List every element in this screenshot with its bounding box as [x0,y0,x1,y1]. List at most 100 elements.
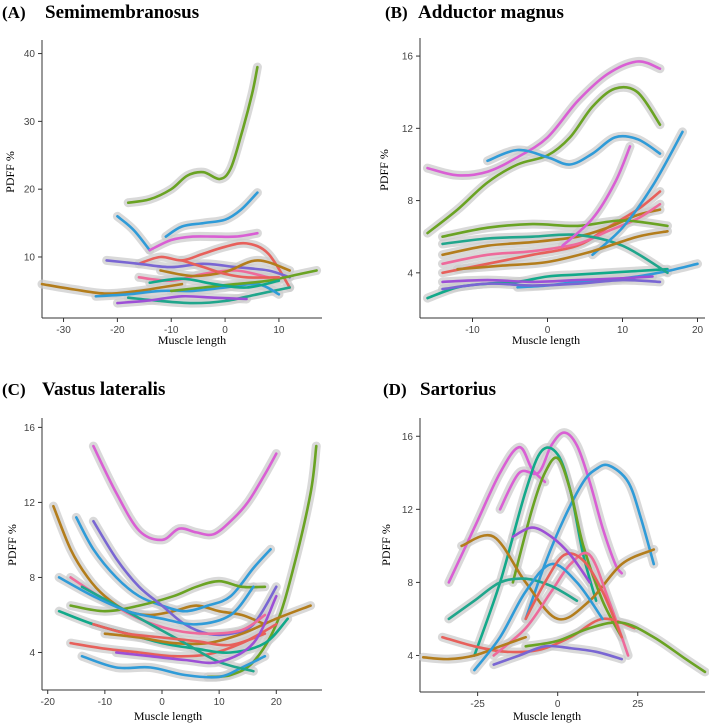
panel-c-ylabel: PDFF % [5,524,19,566]
panel-b-label: (B) [385,3,408,22]
panel-d-ytick-label: 16 [402,432,414,443]
panel-d-label: (D) [383,380,407,399]
panel-c-s3-line [52,504,267,626]
panel-a-s15-line [180,259,281,279]
panel-d-s5-line [511,456,623,639]
panel-d-plot: -25 0 25 4 8 12 16 [402,418,709,710]
panel-a: (A) Semimembranosus -30 -20 -10 0 10 10 20 30 40… [2,2,322,347]
panel-c-plot: -20 -10 0 10 20 4 8 12 16 [24,418,322,708]
panel-c-ytick-label: 16 [24,423,36,434]
panel-c-s4-line [75,516,272,613]
panel-c-s13-line [92,623,267,647]
panel-b-ylabel: PDFF % [377,149,391,191]
panel-b-s15-line [456,230,669,271]
panel-a-s8-line [126,286,291,305]
panel-a-xtick-label: 10 [273,325,285,336]
panel-d-xtick-label: 25 [632,699,644,710]
panel-d-ytick-label: 8 [407,578,413,589]
panel-a-plot: -30 -20 -10 0 10 10 20 30 40 [24,40,322,336]
panel-b-ytick-label: 16 [402,52,414,63]
panel-a-s13-line [148,277,281,289]
panel-b-s10-line [441,219,669,238]
panel-c: (C) Vastus lateralis -20 -10 0 10 20 4 8 12 16 M… [2,379,322,723]
panel-a-s3-line [116,215,151,252]
panel-c-xtick-label: 20 [271,697,283,708]
panel-a-s7-line [105,259,291,279]
panel-b-s6-line [441,275,654,284]
panel-a-s1-line [126,65,259,204]
panel-a-xtick-label: -30 [56,325,71,336]
panel-b-s14-line [441,278,662,291]
panel-a-s2-line [164,191,259,238]
panel-a-s14-line [116,294,248,305]
panel-a-xlabel: Muscle length [158,333,226,347]
panel-c-xtick-label: -20 [40,697,55,708]
panel-b: (B) Adductor magnus -10 0 10 20 4 8 12 16 Muscl… [377,2,705,347]
panel-c-s14-line [57,576,255,626]
panel-b-ytick-label: 12 [402,124,414,135]
panel-a-ylabel: PDFF % [3,151,17,193]
panel-b-xtick-label: -10 [465,325,480,336]
panel-a-label: (A) [2,3,26,22]
panel-a-title: Semimembranosus [45,2,199,23]
panel-d-s1-line [498,431,623,575]
panel-a-s2-ci-band [161,188,262,242]
panel-b-s1-line [426,60,662,177]
panel-d-xlabel: Muscle length [513,709,581,723]
panel-c-s5-line [69,579,267,613]
panel-c-title: Vastus lateralis [42,379,165,400]
panel-a-ytick-label: 20 [24,185,36,196]
panel-b-ytick-label: 8 [407,196,413,207]
panel-b-title: Adductor magnus [418,2,564,23]
panel-b-xtick-label: 0 [545,325,551,336]
panel-a-xtick-label: -10 [164,325,179,336]
panel-a-ytick-label: 30 [24,117,36,128]
panel-b-s3-line [486,134,662,166]
panel-b-xtick-label: 10 [617,325,629,336]
panel-d-ytick-label: 4 [407,651,413,662]
panel-c-label: (C) [2,380,26,399]
panel-b-s9-line [441,202,662,266]
panel-d-s3-line [524,463,656,621]
panel-d-xtick-label: 0 [555,699,561,710]
panel-d-ylabel: PDFF % [379,524,393,566]
panel-d-s10-line [421,635,527,661]
panel-a-xtick-label: -20 [110,325,125,336]
panel-a-s9-line [94,282,281,298]
panel-c-ytick-label: 12 [24,498,36,509]
panel-a-ytick-label: 10 [24,252,36,263]
panel-c-ytick-label: 4 [29,648,35,659]
panel-a-s10-line [169,269,318,293]
panel-d: (D) Sartorius -25 0 25 4 8 12 16 Muscle length… [379,379,709,723]
panel-d-s14-line [524,552,623,639]
panel-b-s8-line [441,208,662,257]
panel-a-ytick-label: 40 [24,49,36,60]
panel-c-s15-line [115,594,278,665]
panel-c-s1-ci-band [88,441,281,545]
panel-d-s12-line [447,577,579,621]
panel-d-s6-line [460,533,656,621]
panel-d-title: Sartorius [420,379,496,400]
panel-b-xtick-label: 20 [692,325,704,336]
panel-d-ytick-label: 12 [402,505,414,516]
panel-d-s13-line [473,562,604,672]
panel-d-s11-line [492,644,623,666]
panel-b-s12-line [591,130,684,257]
panel-c-s1-line [92,444,278,542]
panel-a-s1-ci-band [123,62,262,208]
panel-a-s12-line [159,259,291,278]
panel-a-s4-line [148,231,259,252]
panel-b-ytick-label: 4 [407,268,413,279]
panel-b-xlabel: Muscle length [512,333,580,347]
panel-c-xtick-label: 10 [214,697,226,708]
panel-c-ytick-label: 8 [29,573,35,584]
panel-d-xtick-label: -25 [470,699,485,710]
panel-a-s6-line [40,282,184,295]
panel-b-s11-line [441,233,669,275]
panel-c-xlabel: Muscle length [134,709,202,723]
panel-c-s12-line [80,585,255,673]
panel-d-s15-line [511,526,591,584]
panel-c-xtick-label: -10 [98,697,113,708]
panel-d-s9-line [524,620,707,674]
